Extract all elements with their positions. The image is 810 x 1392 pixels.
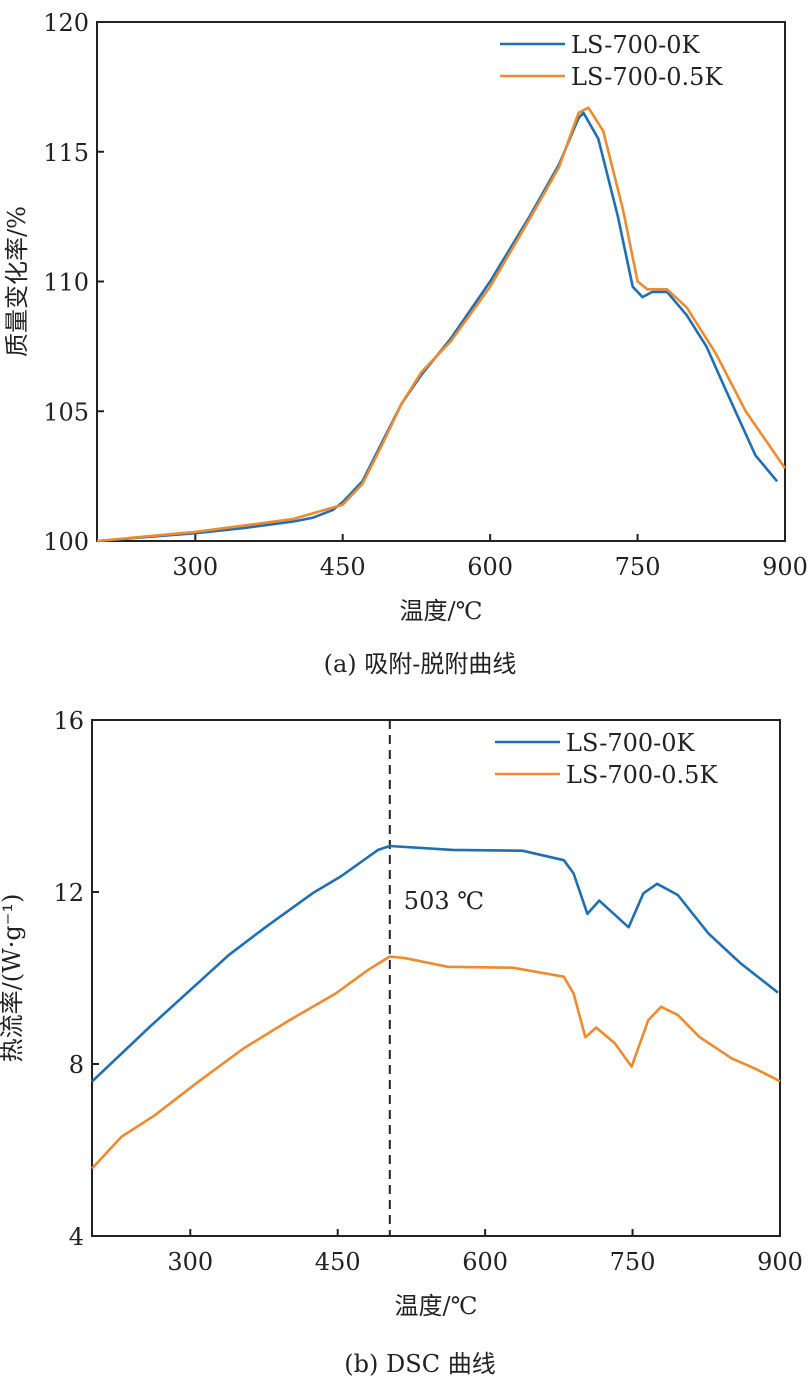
y-axis-label: 热流率/(W·g⁻¹) [0,894,26,1063]
peak-annotation: 503 ℃ [404,887,484,915]
plot-frame [91,719,781,1237]
legend-label: LS-700-0K [571,31,701,59]
y-tick-label: 120 [43,9,89,37]
y-tick-label: 8 [69,1051,84,1079]
x-tick-label: 750 [615,553,661,581]
x-axis-label: 温度/℃ [395,1292,478,1320]
caption-a: (a) 吸附-脱附曲线 [324,650,517,678]
series-line-LS-700-0K [91,844,779,1083]
y-tick-label: 110 [43,269,89,297]
x-tick-label: 300 [167,1248,213,1276]
legend-label: LS-700-0.5K [571,63,723,91]
caption-b: (b) DSC 曲线 [344,1350,495,1378]
y-tick-label: 105 [43,398,89,426]
x-tick-label: 750 [610,1248,656,1276]
x-tick-label: 900 [762,553,808,581]
x-axis-label: 温度/℃ [400,597,483,625]
series-line-LS-700-0.5K [96,106,787,543]
chart-a-adsorption-desorption: 300 450 600 750 900 100 105 110 115 120 LS-700-0K L… [3,9,808,625]
x-tick-label: 600 [462,1248,508,1276]
x-tick-label: 600 [467,553,513,581]
y-axis-label: 质量变化率/% [3,206,31,357]
chart-b-dsc: 300 450 600 750 900 4 8 12 16 503 ℃ LS-700-0K LS-70… [0,707,803,1320]
x-tick-label: 450 [320,553,366,581]
series-line-LS-700-0K [96,111,779,543]
x-tick-label: 300 [172,553,218,581]
legend-label: LS-700-0K [566,729,696,757]
series-line-LS-700-0.5K [91,955,781,1170]
x-tick-label: 900 [757,1248,803,1276]
y-tick-label: 115 [43,139,89,167]
y-tick-label: 16 [53,707,84,735]
plot-frame [96,21,786,542]
y-tick-label: 12 [53,879,84,907]
y-tick-label: 100 [43,528,89,556]
x-tick-label: 450 [315,1248,361,1276]
legend-label: LS-700-0.5K [566,761,718,789]
y-tick-label: 4 [69,1223,84,1251]
